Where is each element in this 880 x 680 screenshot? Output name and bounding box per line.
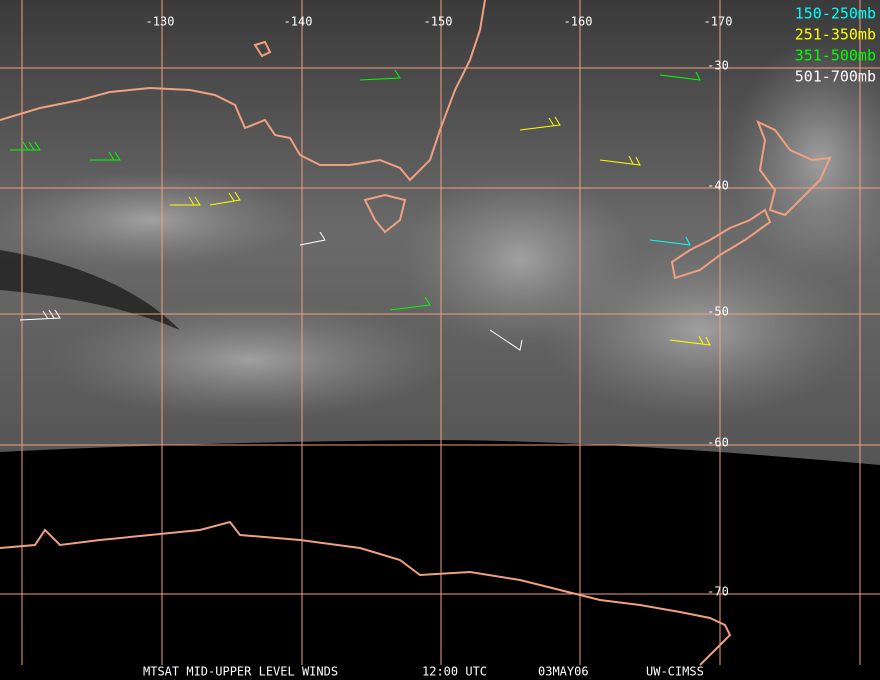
legend-entry: 251-350mb [795,26,876,44]
legend-entry: 150-250mb [795,5,876,23]
footer-date: 03MAY06 [538,665,589,679]
cloud [0,170,300,270]
legend-entry: 501-700mb [795,68,876,86]
coast-nz-south [670,208,772,280]
coastlines [0,0,832,666]
wind-barb [659,71,701,81]
coast-nz-north [756,120,832,217]
coast-tasmania [363,193,407,234]
wind-barb [649,236,691,246]
graticule [0,0,880,665]
wind-barb [209,191,241,206]
wind-barb [10,141,41,151]
footer-title: MTSAT MID-UPPER LEVEL WINDS [143,665,338,679]
cloud [730,40,880,280]
lat-label: -60 [707,436,729,450]
footer-source: UW-CIMSS [646,665,704,679]
cloud [540,240,860,420]
wind-barbs [10,69,711,351]
coast-australia [0,0,486,182]
wind-barb [519,116,561,131]
lon-label: -170 [704,15,733,29]
cloud [50,300,450,420]
wind-barb [389,296,431,311]
lat-label: -30 [707,59,729,73]
coast-antarctica [0,520,732,666]
wind-barb [599,155,641,166]
lon-label: -160 [564,15,593,29]
lat-label: -50 [707,305,729,319]
wind-barb [359,69,401,81]
lat-label: -40 [707,179,729,193]
lon-label: -140 [284,15,313,29]
lat-label: -70 [707,585,729,599]
footer-time: 12:00 UTC [422,665,487,679]
dry-slot [0,250,180,330]
wind-barb [299,231,326,246]
coast-island [253,40,272,58]
legend-entry: 351-500mb [795,47,876,65]
wind-barb [90,151,121,161]
lon-label: -130 [146,15,175,29]
wind-barb [19,309,61,321]
wind-barb [489,329,523,351]
wind-barb [170,196,201,206]
legend: 150-250mb 251-350mb 351-500mb 501-700mb [795,5,876,86]
wind-barb [669,335,711,346]
lon-label: -150 [424,15,453,29]
